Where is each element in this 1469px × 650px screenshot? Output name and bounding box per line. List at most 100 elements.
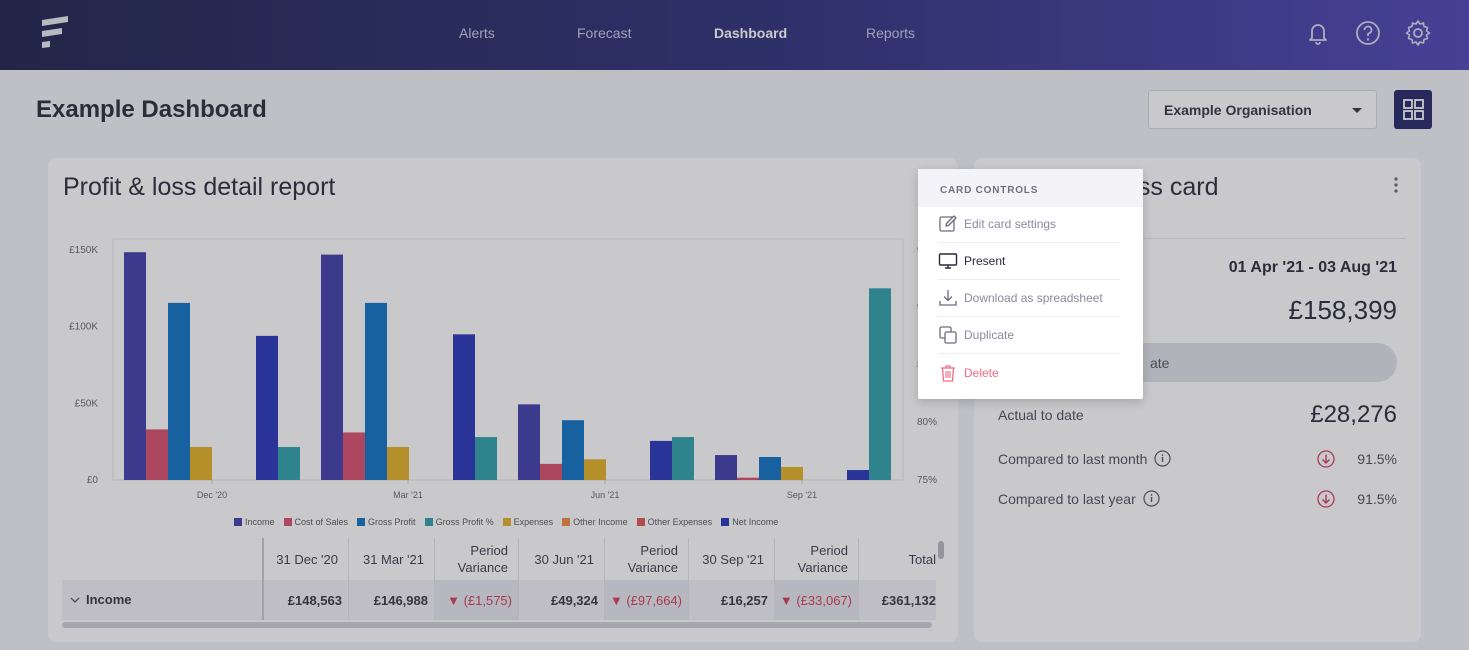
legend-label: Gross Profit % <box>435 517 494 527</box>
chart-bar <box>540 463 562 480</box>
grid-icon <box>1403 99 1424 120</box>
legend-item[interactable]: Net Income <box>721 517 778 527</box>
chart-bar <box>168 302 190 480</box>
header-label-line2: Variance <box>457 560 508 575</box>
profit-loss-card: Profit & loss detail report £0 £50K £100K £… <box>48 158 958 642</box>
nav-alerts[interactable]: Alerts <box>459 25 495 41</box>
card-title: Profit & loss detail report <box>63 173 336 201</box>
legend-item[interactable]: Cost of Sales <box>283 517 349 527</box>
gear-icon[interactable] <box>1404 19 1432 47</box>
table-header: 30 Jun '21 <box>518 538 604 580</box>
chevron-down-icon[interactable] <box>70 596 80 604</box>
chevron-down-icon <box>1352 108 1362 113</box>
compare-month-value: 91.5% <box>1357 451 1397 467</box>
info-icon[interactable] <box>1143 490 1160 507</box>
table-header: Total <box>858 538 936 580</box>
more-options-icon[interactable] <box>1393 176 1399 194</box>
legend-label: Net Income <box>732 517 779 527</box>
table-cell-variance: ▼ (£97,664) <box>604 580 688 620</box>
header-label: Total <box>908 551 936 567</box>
actual-to-date-value: £28,276 <box>1310 401 1397 428</box>
menu-item-edit-card-settings[interactable]: Edit card settings <box>938 206 1120 243</box>
header-label: 30 Jun '21 <box>534 551 594 567</box>
chart-bar <box>278 447 300 480</box>
compare-year-row: Compared to last year <box>998 490 1160 507</box>
chart-bar <box>146 429 168 480</box>
header-label-line2: Variance <box>627 560 678 575</box>
menu-item-download-spreadsheet[interactable]: Download as spreadsheet <box>938 280 1120 317</box>
y-tick-label: £150K <box>69 245 98 256</box>
organisation-select[interactable]: Example Organisation <box>1148 90 1377 129</box>
trend-down-icon <box>1317 490 1335 508</box>
x-tick-label: Mar '21 <box>393 490 423 500</box>
table-cell-variance: ▼ (£1,575) <box>434 580 518 620</box>
table-row[interactable]: Income £148,563 £146,988 ▼ (£1,575) £49,… <box>62 580 936 620</box>
legend-label: Income <box>245 517 275 527</box>
menu-item-duplicate[interactable]: Duplicate <box>938 317 1120 354</box>
duplicate-icon <box>939 326 957 344</box>
legend-swatch <box>502 518 511 526</box>
legend-swatch <box>357 518 366 526</box>
legend-label: Cost of Sales <box>294 517 349 527</box>
header-label-line2: Variance <box>797 560 848 575</box>
table-header-row: 31 Dec '20 31 Mar '21 Period Variance 30 … <box>62 538 936 580</box>
table-cell: £146,988 <box>373 592 428 608</box>
column-divider <box>688 538 689 620</box>
legend-item[interactable]: Gross Profit <box>357 517 416 527</box>
edit-icon <box>939 215 957 232</box>
nav-dashboard[interactable]: Dashboard <box>714 25 788 41</box>
horizontal-scrollbar[interactable] <box>62 622 932 628</box>
menu-heading: CARD CONTROLS <box>918 169 1143 207</box>
column-divider <box>348 538 349 620</box>
chart-bar <box>584 459 606 480</box>
table-cell: £148,563 <box>287 592 342 608</box>
chart-bar <box>869 288 891 480</box>
column-divider <box>604 538 605 620</box>
column-divider <box>262 538 264 620</box>
legend-label: Expenses <box>513 517 554 527</box>
menu-heading-text: CARD CONTROLS <box>940 185 1039 196</box>
actual-to-date-label: Actual to date <box>998 407 1084 423</box>
table-header: 31 Mar '21 <box>348 538 434 580</box>
header-label-line1: Period <box>470 543 508 558</box>
legend-label: Other Income <box>573 517 628 527</box>
row-label[interactable]: Income <box>70 592 132 607</box>
card-controls-menu: CARD CONTROLS Edit card settings Present… <box>918 169 1143 399</box>
brand-logo[interactable] <box>38 14 72 54</box>
legend-item[interactable]: Other Income <box>562 517 628 527</box>
chart-bar <box>847 470 869 480</box>
help-icon[interactable] <box>1354 19 1382 47</box>
menu-item-label: Present <box>964 254 1006 268</box>
nav-reports[interactable]: Reports <box>866 25 916 41</box>
chart-bar <box>365 302 387 480</box>
info-icon[interactable] <box>1154 450 1171 467</box>
compare-year-label: Compared to last year <box>998 491 1136 507</box>
x-tick-label: Dec '20 <box>197 490 227 500</box>
vertical-scrollbar[interactable] <box>938 541 944 559</box>
chart-bar <box>781 466 803 480</box>
row-label-text: Income <box>86 592 132 607</box>
legend-swatch <box>636 518 645 526</box>
top-navigation-bar: Alerts Forecast Dashboard Reports <box>0 0 1469 70</box>
compare-year-value: 91.5% <box>1357 491 1397 507</box>
legend-item[interactable]: Gross Profit % <box>424 517 494 527</box>
nav-forecast[interactable]: Forecast <box>577 25 632 41</box>
bell-icon[interactable] <box>1304 19 1332 47</box>
legend-swatch <box>283 518 292 526</box>
legend-item[interactable]: Expenses <box>502 517 554 527</box>
column-divider <box>434 538 435 620</box>
chart-bar <box>321 254 343 480</box>
y2-tick-label: 75% <box>917 475 937 486</box>
menu-item-delete[interactable]: Delete <box>938 354 1120 391</box>
legend-item[interactable]: Income <box>234 517 275 527</box>
legend-item[interactable]: Other Expenses <box>636 517 713 527</box>
grid-layout-button[interactable] <box>1394 90 1432 129</box>
menu-item-present[interactable]: Present <box>938 243 1120 280</box>
x-tick-label: Jun '21 <box>591 490 620 500</box>
table-cell: £361,132 <box>881 592 936 608</box>
organisation-select-value: Example Organisation <box>1164 102 1312 118</box>
legend-label: Other Expenses <box>647 517 713 527</box>
y-tick-label: £0 <box>87 475 99 486</box>
chart-bar <box>475 437 497 480</box>
